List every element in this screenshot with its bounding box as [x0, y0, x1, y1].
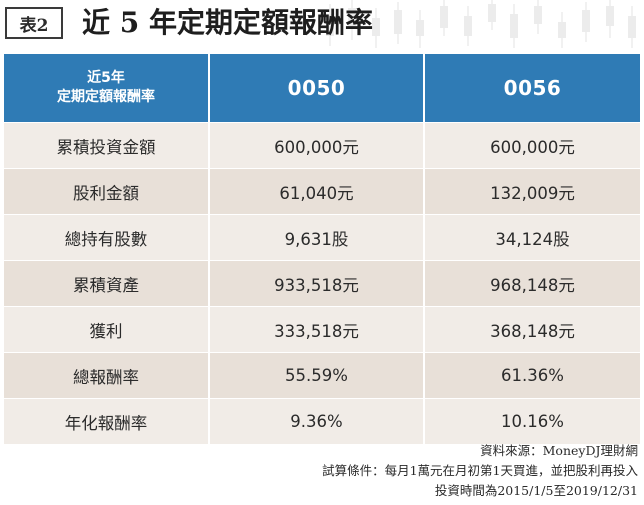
- table-header-row: 近5年 定期定額報酬率 0050 0056: [4, 54, 640, 123]
- row-label: 總持有股數: [4, 214, 209, 261]
- table-row: 股利金額 61,040元 132,009元: [4, 168, 640, 215]
- cell-value: 600,000元: [208, 122, 424, 169]
- table-row: 獲利 333,518元 368,148元: [4, 306, 640, 353]
- calculation-condition-note: 試算條件：每月1萬元在月初第1天買進，並把股利再投入: [322, 463, 638, 478]
- corner-header-line-1: 近5年: [87, 70, 125, 86]
- cell-value: 10.16%: [423, 398, 640, 444]
- table-row: 總報酬率 55.59% 61.36%: [4, 352, 640, 399]
- cell-value: 600,000元: [423, 122, 640, 169]
- cell-value: 61.36%: [423, 352, 640, 399]
- table-number-badge: 表2: [5, 7, 63, 39]
- returns-table: 近5年 定期定額報酬率 0050 0056 累積投資金額 600,000元 60…: [4, 54, 640, 444]
- table-row: 累積投資金額 600,000元 600,000元: [4, 122, 640, 169]
- row-label: 股利金額: [4, 168, 209, 215]
- investment-period-note: 投資時間為2015/1/5至2019/12/31: [434, 483, 638, 498]
- page-title: 近 5 年定期定額報酬率: [82, 6, 373, 39]
- cell-value: 9.36%: [208, 398, 424, 444]
- column-header-0050: 0050: [208, 54, 424, 123]
- cell-value: 968,148元: [423, 260, 640, 307]
- column-header-0056: 0056: [423, 54, 640, 123]
- cell-value: 368,148元: [423, 306, 640, 353]
- cell-value: 132,009元: [423, 168, 640, 215]
- page-header: 表2 近 5 年定期定額報酬率: [0, 0, 644, 48]
- table-corner-header: 近5年 定期定額報酬率: [4, 54, 209, 123]
- cell-value: 933,518元: [208, 260, 424, 307]
- cell-value: 9,631股: [208, 214, 424, 261]
- table-row: 總持有股數 9,631股 34,124股: [4, 214, 640, 261]
- table-row: 累積資產 933,518元 968,148元: [4, 260, 640, 307]
- corner-header-line-2: 定期定額報酬率: [57, 89, 155, 105]
- row-label: 獲利: [4, 306, 209, 353]
- returns-table-container: 近5年 定期定額報酬率 0050 0056 累積投資金額 600,000元 60…: [4, 54, 640, 444]
- table-row: 年化報酬率 9.36% 10.16%: [4, 398, 640, 444]
- row-label: 累積資產: [4, 260, 209, 307]
- cell-value: 333,518元: [208, 306, 424, 353]
- footnotes: 資料來源：MoneyDJ理財網 試算條件：每月1萬元在月初第1天買進，並把股利再…: [322, 441, 638, 501]
- source-note: 資料來源：MoneyDJ理財網: [480, 443, 638, 458]
- row-label: 年化報酬率: [4, 398, 209, 444]
- row-label: 總報酬率: [4, 352, 209, 399]
- candlestick-background-graphic: [326, 0, 636, 48]
- cell-value: 34,124股: [423, 214, 640, 261]
- cell-value: 55.59%: [208, 352, 424, 399]
- cell-value: 61,040元: [208, 168, 424, 215]
- row-label: 累積投資金額: [4, 122, 209, 169]
